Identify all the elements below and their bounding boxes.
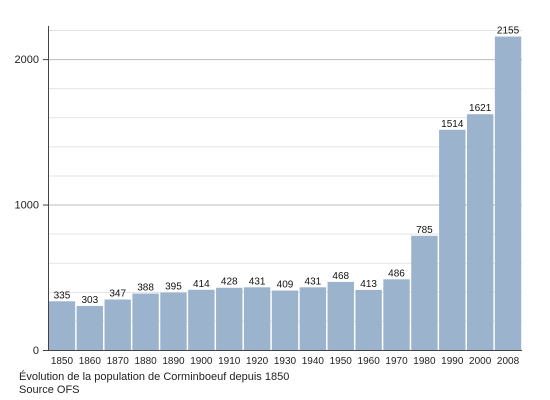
x-tick-label: 2008 <box>497 356 520 367</box>
x-tick-label: 1950 <box>330 356 353 367</box>
bar-1960 <box>355 289 382 350</box>
x-tick-label: 1940 <box>302 356 325 367</box>
bar-1910 <box>216 287 243 350</box>
bar-1890 <box>160 292 187 350</box>
bar-1850 <box>48 301 76 350</box>
x-tick-label: 1970 <box>385 356 408 367</box>
value-label: 347 <box>109 289 126 300</box>
source-note: Source OFS <box>19 384 80 396</box>
x-tick-label: 1880 <box>134 356 157 367</box>
value-label: 431 <box>305 276 322 287</box>
x-tick-label: 1850 <box>51 356 74 367</box>
bar-1870 <box>104 299 131 350</box>
bar-1950 <box>327 281 354 350</box>
bar-2008 <box>494 36 522 350</box>
x-tick-label: 1990 <box>441 356 464 367</box>
bar-1990 <box>439 129 466 350</box>
chart-caption: Évolution de la population de Corminboeu… <box>19 371 290 383</box>
value-label: 431 <box>249 276 266 287</box>
bar-1930 <box>271 290 299 350</box>
value-label: 1514 <box>441 119 464 130</box>
bar-1880 <box>132 293 159 350</box>
value-label: 414 <box>193 279 210 290</box>
y-tick-label: 1000 <box>15 200 39 212</box>
x-tick-label: 1910 <box>218 356 241 367</box>
bar-1970 <box>383 279 410 350</box>
x-tick-label: 1860 <box>79 356 102 367</box>
axes: 0 1000 2000 1850 1860 1870 1880 1890 1900 1910 192… <box>15 26 522 367</box>
bars <box>48 36 522 350</box>
value-label: 2155 <box>497 26 520 37</box>
x-tick-label: 1870 <box>107 356 130 367</box>
value-label: 413 <box>360 279 377 290</box>
value-label: 395 <box>165 282 182 293</box>
x-tick-label: 1930 <box>274 356 297 367</box>
x-tick-label: 1890 <box>162 356 185 367</box>
value-label: 409 <box>277 280 294 291</box>
value-label: 468 <box>332 271 349 282</box>
value-label: 486 <box>388 268 405 279</box>
x-tick-label: 1920 <box>246 356 269 367</box>
bar-1980 <box>411 235 438 350</box>
x-tick-label: 1960 <box>358 356 381 367</box>
data-labels: 335 303 347 388 395 414 428 431 409 431 468 413 486 7… <box>54 26 520 306</box>
value-label: 335 <box>54 290 71 301</box>
y-tick-label: 2000 <box>15 54 39 66</box>
value-label: 303 <box>81 295 98 306</box>
value-label: 785 <box>416 225 433 236</box>
x-tick-label: 2000 <box>469 356 492 367</box>
bar-1900 <box>188 289 215 350</box>
bar-1940 <box>299 287 327 350</box>
x-tick-label: 1980 <box>413 356 436 367</box>
value-label: 388 <box>137 283 154 294</box>
bar-2000 <box>466 114 494 350</box>
bar-1920 <box>243 287 271 350</box>
y-tick-label: 0 <box>33 345 39 357</box>
bar-1860 <box>76 305 104 350</box>
value-label: 428 <box>221 277 238 288</box>
x-tick-label: 1900 <box>190 356 213 367</box>
value-label: 1621 <box>469 103 492 114</box>
